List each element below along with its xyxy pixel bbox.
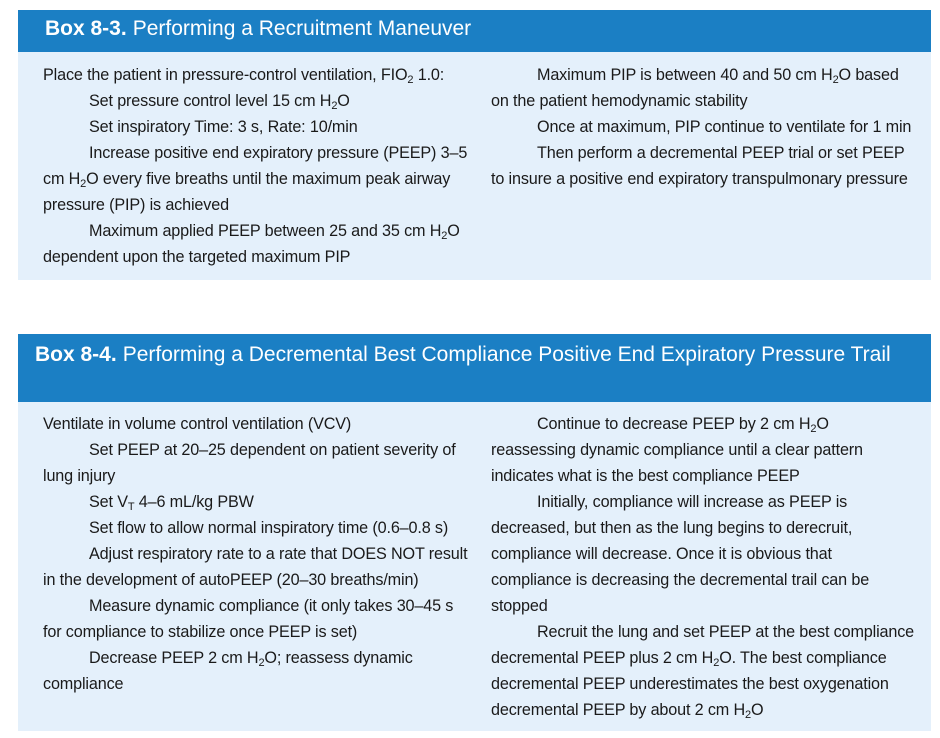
box-8-4: Box 8-4. Performing a Decremental Best Co… — [18, 334, 931, 731]
box-number: Box 8-4. — [35, 343, 117, 366]
box-title: Performing a Decremental Best Compliance… — [122, 343, 891, 366]
paragraph: Decrease PEEP 2 cm H2O; reassess dynamic… — [43, 649, 413, 693]
subscript: 2 — [713, 657, 720, 669]
paragraph: Set flow to allow normal inspiratory tim… — [89, 519, 449, 537]
paragraph: Place the patient in pressure-control ve… — [43, 66, 445, 86]
paragraph: Maximum applied PEEP between 25 and 35 c… — [43, 222, 460, 266]
left-column: Place the patient in pressure-control ve… — [43, 62, 468, 270]
subscript: 2 — [258, 657, 265, 669]
paragraph: Set VT 4–6 mL/kg PBW — [89, 493, 254, 513]
paragraph: Once at maximum, PIP continue to ventila… — [537, 118, 912, 136]
paragraph: Set pressure control level 15 cm H2O — [89, 92, 350, 112]
paragraph: Set PEEP at 20–25 dependent on patient s… — [43, 441, 456, 485]
paragraph: Initially, compliance will increase as P… — [491, 493, 870, 615]
paragraph: Increase positive end expiratory pressur… — [43, 144, 468, 214]
subscript: T — [127, 501, 135, 513]
paragraph: Then perform a decremental PEEP trial or… — [491, 144, 908, 188]
subscript: 2 — [441, 230, 448, 242]
box-header: Box 8-4. Performing a Decremental Best Co… — [18, 334, 931, 402]
paragraph: Set inspiratory Time: 3 s, Rate: 10/min — [89, 118, 358, 136]
box-title: Performing a Recruitment Maneuver — [132, 17, 472, 40]
paragraph: Measure dynamic compliance (it only take… — [43, 597, 454, 641]
right-column: Maximum PIP is between 40 and 50 cm H2O … — [491, 62, 916, 192]
subscript: 2 — [80, 178, 87, 190]
box-number: Box 8-3. — [45, 17, 127, 40]
right-column: Continue to decrease PEEP by 2 cm H2O re… — [491, 411, 916, 723]
paragraph: Ventilate in volume control ventilation … — [43, 415, 352, 433]
subscript: 2 — [407, 74, 414, 86]
subscript: 2 — [832, 74, 839, 86]
left-column: Ventilate in volume control ventilation … — [43, 411, 468, 697]
paragraph: Maximum PIP is between 40 and 50 cm H2O … — [491, 66, 899, 110]
paragraph: Continue to decrease PEEP by 2 cm H2O re… — [491, 415, 863, 485]
box-8-3: Box 8-3. Performing a Recruitment Maneuve… — [18, 10, 931, 280]
paragraph: Recruit the lung and set PEEP at the bes… — [491, 623, 915, 721]
box-header: Box 8-3. Performing a Recruitment Maneuve… — [18, 10, 931, 52]
subscript: 2 — [810, 423, 817, 435]
subscript: 2 — [331, 100, 338, 112]
paragraph: Adjust respiratory rate to a rate that D… — [43, 545, 468, 589]
subscript: 2 — [745, 709, 752, 721]
